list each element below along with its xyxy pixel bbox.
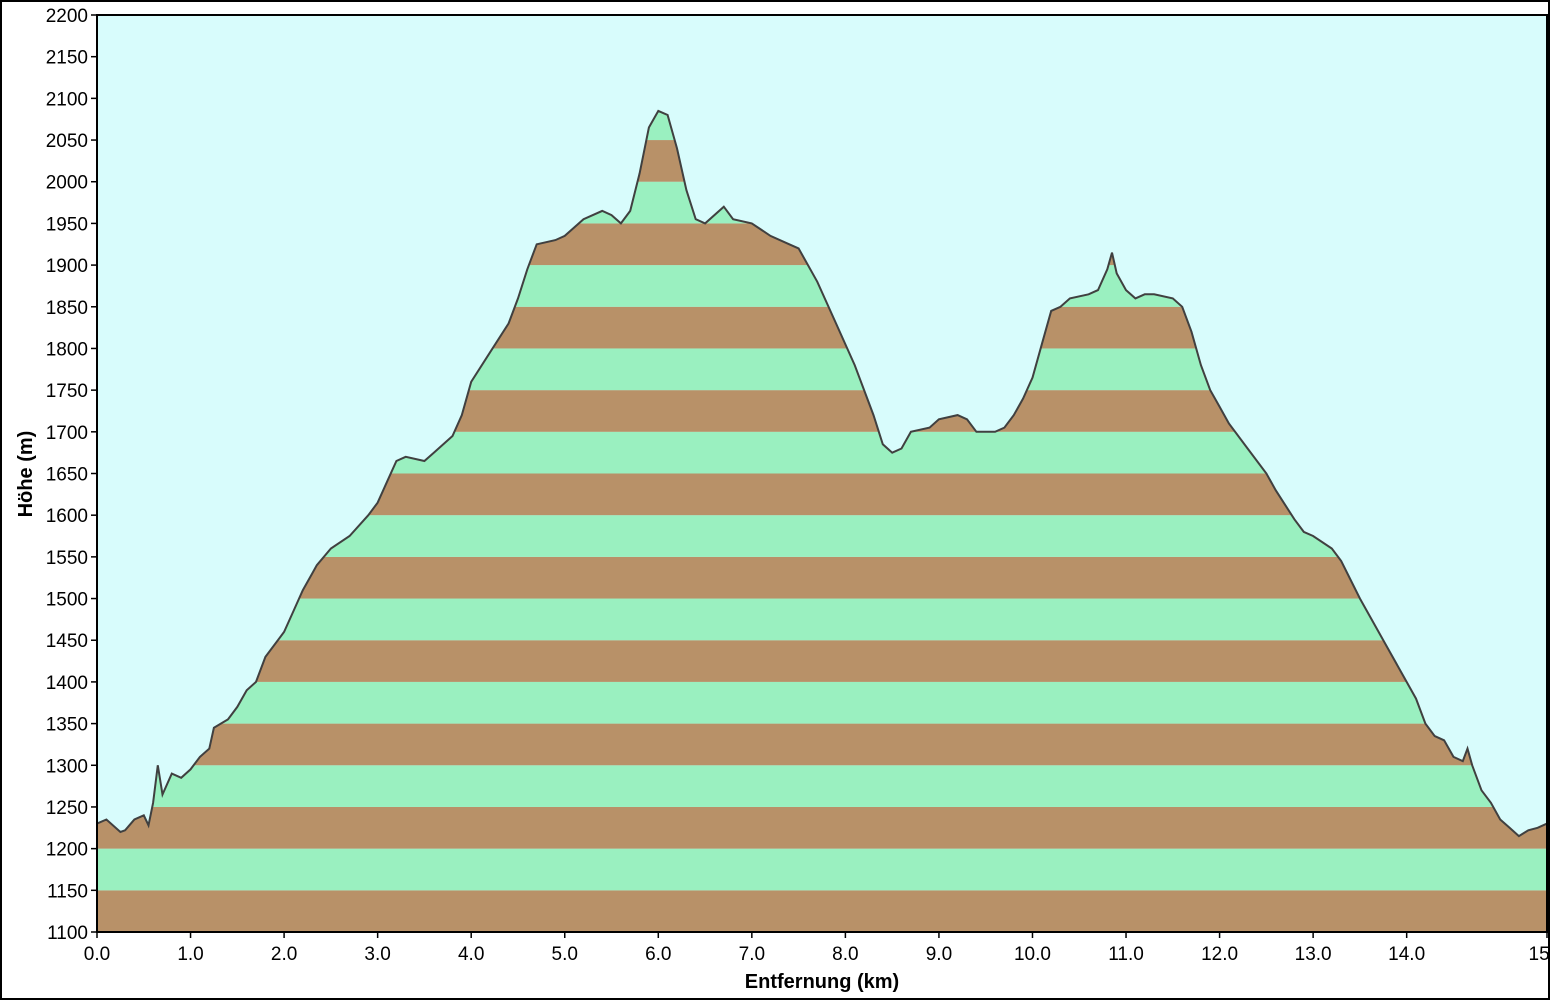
y-tick-label: 1300 [46, 756, 88, 777]
y-tick-label: 1650 [46, 465, 88, 486]
x-tick-label: 13.0 [1295, 944, 1332, 965]
band [97, 806, 1547, 849]
y-tick-label: 1500 [46, 590, 88, 611]
band [97, 723, 1547, 766]
x-tick-label: 6.0 [645, 944, 671, 965]
y-tick-label: 1350 [46, 715, 88, 736]
y-tick-label: 1400 [46, 673, 88, 694]
x-tick-label: 7.0 [739, 944, 765, 965]
x-tick-label: 5.0 [552, 944, 578, 965]
band [97, 681, 1547, 724]
y-tick-label: 2150 [46, 48, 88, 69]
x-tick-label: 1.0 [177, 944, 203, 965]
y-tick-label: 1150 [47, 881, 88, 902]
y-tick-label: 1550 [46, 548, 88, 569]
x-tick-label: 2.0 [271, 944, 297, 965]
y-tick-label: 1200 [46, 840, 88, 861]
band [97, 598, 1547, 641]
y-tick-label: 1700 [46, 423, 88, 444]
y-tick-label: 2200 [46, 6, 88, 27]
x-tick-label: 4.0 [458, 944, 484, 965]
x-tick-label: 3.0 [364, 944, 390, 965]
band [97, 890, 1547, 932]
x-tick-label: 12.0 [1201, 944, 1238, 965]
y-tick-label: 1250 [46, 798, 88, 819]
x-tick-label: 10.0 [1014, 944, 1051, 965]
band [97, 556, 1547, 599]
y-tick-label: 2000 [46, 173, 88, 194]
y-tick-label: 1100 [47, 923, 88, 944]
y-tick-label: 1800 [46, 339, 88, 360]
band [97, 765, 1547, 807]
y-tick-label: 1950 [46, 214, 88, 235]
x-tick-label: 0.0 [84, 944, 110, 965]
y-tick-label: 1600 [46, 506, 88, 527]
x-tick-label: 9.0 [926, 944, 952, 965]
x-axis-label: Entfernung (km) [745, 971, 899, 993]
x-tick-label: 15.5 [1529, 944, 1550, 965]
profile-line [96, 109, 1548, 838]
y-tick-label: 1900 [46, 256, 88, 277]
x-tick-label: 14.0 [1388, 944, 1425, 965]
x-tick-label: 11.0 [1108, 944, 1144, 965]
y-tick-label: 2050 [46, 131, 88, 152]
band [97, 640, 1547, 682]
y-tick-label: 1750 [46, 381, 88, 402]
x-tick-label: 8.0 [832, 944, 858, 965]
y-tick-label: 1450 [46, 631, 88, 652]
band [97, 848, 1547, 891]
y-tick-label: 1850 [46, 298, 88, 319]
y-tick-label: 2100 [46, 89, 88, 110]
y-axis-label: Höhe (m) [15, 431, 37, 518]
